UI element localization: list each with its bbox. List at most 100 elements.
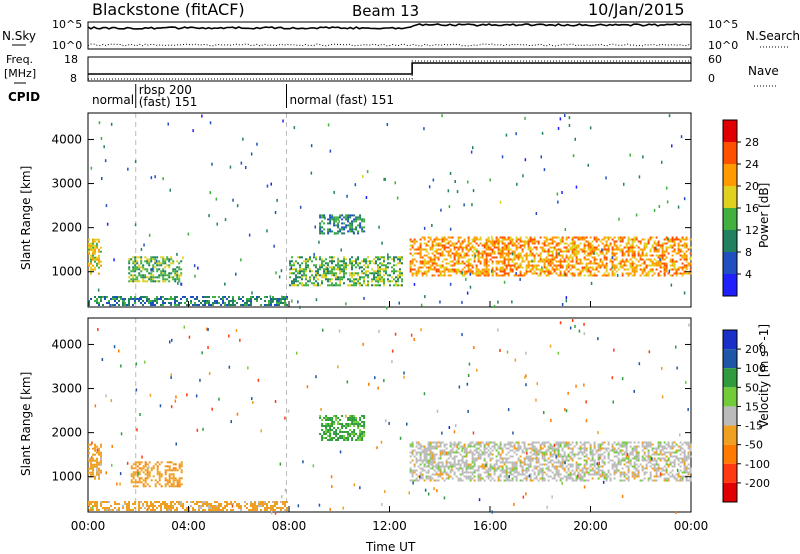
heatmap-cell xyxy=(551,447,554,450)
heatmap-cell xyxy=(148,507,150,509)
heatmap-cell xyxy=(595,451,598,454)
heatmap-speckle xyxy=(511,300,513,304)
heatmap-cell xyxy=(625,461,628,464)
heatmap-cell xyxy=(327,429,330,431)
heatmap-cell xyxy=(471,445,474,448)
heatmap-cell xyxy=(431,453,434,456)
heatmap-cell xyxy=(176,300,178,302)
heatmap-cell xyxy=(583,252,586,255)
heatmap-cell xyxy=(363,260,365,263)
heatmap-cell xyxy=(631,475,634,478)
heatmap-cell xyxy=(443,453,446,456)
heatmap-speckle xyxy=(469,272,471,276)
heatmap-cell xyxy=(521,250,524,253)
heatmap-cell xyxy=(132,471,135,474)
heatmap-cell xyxy=(533,272,536,275)
heatmap-cell xyxy=(331,419,334,421)
heatmap-cell xyxy=(499,445,502,448)
heatmap-cell xyxy=(329,270,331,273)
heatmap-cell xyxy=(323,274,325,277)
heatmap-cell xyxy=(677,272,680,275)
heatmap-cell xyxy=(631,473,634,476)
heatmap-cell xyxy=(254,501,256,503)
heatmap-cell xyxy=(623,453,626,456)
heatmap-cell xyxy=(132,485,135,488)
heatmap-cell xyxy=(100,453,102,456)
heatmap-cell xyxy=(146,471,149,474)
heatmap-cell xyxy=(531,240,534,243)
heatmap-speckle xyxy=(274,211,277,214)
heatmap-cell xyxy=(491,272,494,275)
heatmap-cell xyxy=(635,475,638,478)
heatmap-cell xyxy=(493,242,496,245)
heatmap-cell xyxy=(485,272,488,275)
heatmap-speckle xyxy=(556,192,559,196)
heatmap-cell xyxy=(375,270,377,273)
heatmap-cell xyxy=(689,256,692,259)
heatmap-cell xyxy=(178,503,180,505)
heatmap-cell xyxy=(583,441,586,444)
heatmap-cell xyxy=(689,262,692,265)
heatmap-cell xyxy=(617,443,620,446)
station-title: Blackstone (fitACF) xyxy=(92,0,245,19)
heatmap-cell xyxy=(649,459,652,462)
heatmap-cell xyxy=(507,256,510,259)
heatmap-cell xyxy=(621,260,624,263)
heatmap-cell xyxy=(579,457,582,460)
heatmap-cell xyxy=(603,471,606,474)
heatmap-cell xyxy=(625,449,628,452)
heatmap-cell xyxy=(152,280,155,283)
heatmap-cell xyxy=(419,471,422,474)
heatmap-cell xyxy=(333,260,335,263)
heatmap-cell xyxy=(126,509,128,511)
heatmap-cell xyxy=(373,262,375,265)
heatmap-cell xyxy=(162,302,164,304)
heatmap-cell xyxy=(459,236,462,239)
heatmap-cell xyxy=(240,304,242,306)
heatmap-cell xyxy=(206,501,208,503)
heatmap-cell xyxy=(647,242,650,245)
heatmap-cell xyxy=(94,250,96,253)
heatmap-cell xyxy=(341,270,343,273)
heatmap-cell xyxy=(511,463,514,466)
heatmap-cell xyxy=(513,465,516,468)
heatmap-cell xyxy=(104,501,106,503)
heatmap-cell xyxy=(477,457,480,460)
heatmap-cell xyxy=(603,236,606,239)
heatmap-cell xyxy=(537,274,540,277)
heatmap-cell xyxy=(473,258,476,261)
heatmap-cell xyxy=(477,469,480,472)
heatmap-cell xyxy=(427,260,430,263)
heatmap-cell xyxy=(421,262,424,265)
heatmap-cell xyxy=(156,507,158,509)
heatmap-cell xyxy=(367,256,369,259)
heatmap-cell xyxy=(663,453,666,456)
heatmap-cell xyxy=(661,244,664,247)
heatmap-cell xyxy=(485,244,488,247)
heatmap-cell xyxy=(98,250,100,253)
heatmap-cell xyxy=(90,258,92,261)
heatmap-cell xyxy=(459,242,462,245)
heatmap-cell xyxy=(587,467,590,470)
heatmap-cell xyxy=(96,509,98,511)
heatmap-cell xyxy=(489,258,492,261)
heatmap-cell xyxy=(689,246,692,249)
heatmap-cell xyxy=(457,258,460,261)
heatmap-cell xyxy=(499,252,502,255)
heatmap-cell xyxy=(230,501,232,503)
heatmap-cell xyxy=(585,236,588,239)
heatmap-cell xyxy=(497,274,500,277)
heatmap-cell xyxy=(246,298,248,300)
heatmap-cell xyxy=(533,258,536,261)
heatmap-cell xyxy=(463,475,466,478)
heatmap-cell xyxy=(529,447,532,450)
heatmap-cell xyxy=(413,272,416,275)
heatmap-cell xyxy=(659,244,662,247)
heatmap-cell xyxy=(220,304,222,306)
heatmap-speckle xyxy=(616,273,619,277)
heatmap-cell xyxy=(599,453,602,456)
heatmap-cell xyxy=(507,457,510,460)
heatmap-cell xyxy=(357,421,360,423)
heatmap-cell xyxy=(475,272,478,275)
heatmap-speckle xyxy=(208,214,210,218)
